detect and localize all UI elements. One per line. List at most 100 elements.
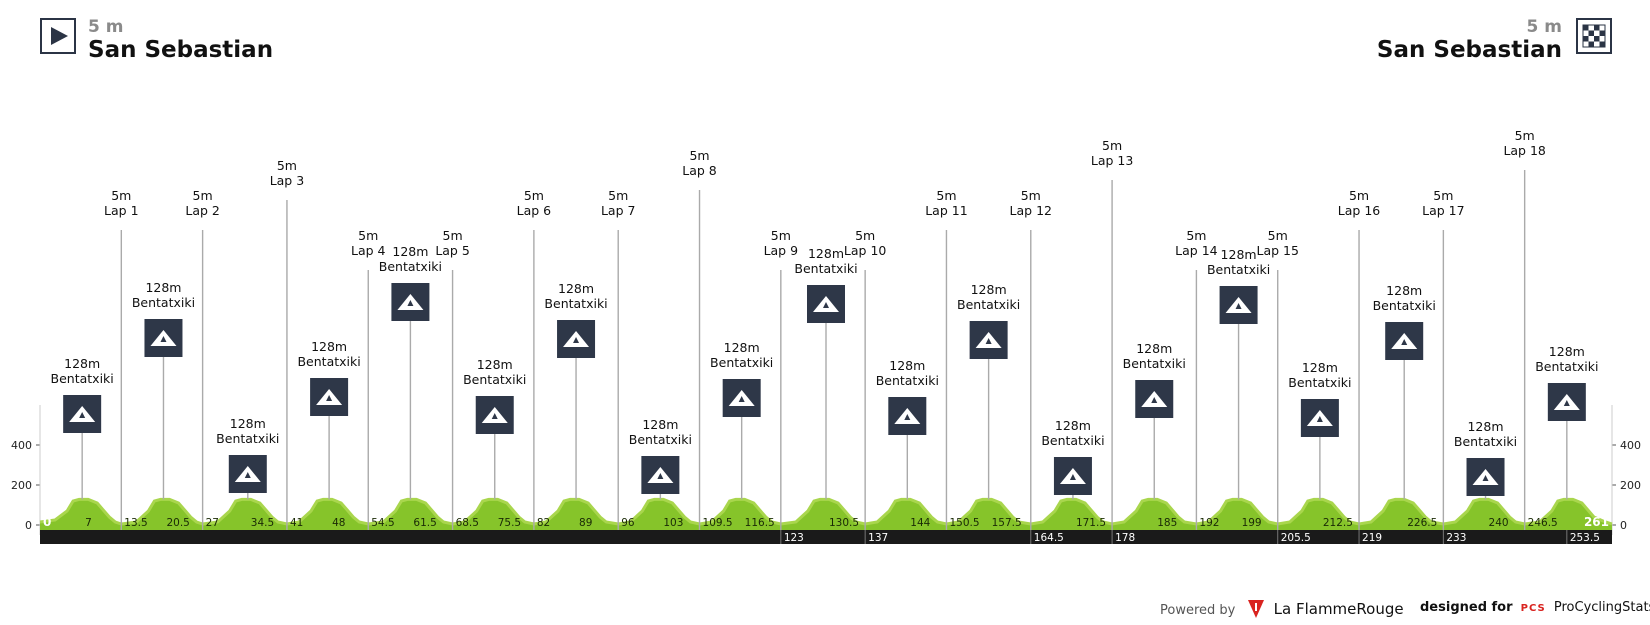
km-label-top: 185	[1157, 517, 1177, 529]
km-label-bottom: 253.5	[1570, 532, 1600, 544]
km-label-bottom: 233	[1446, 532, 1466, 544]
pcs-logo-icon: PCS	[1520, 603, 1546, 614]
lap-marker-altitude: 5m	[1021, 188, 1041, 203]
km-label-top: 261	[1584, 515, 1609, 529]
climb-name: Bentatxiki	[710, 355, 773, 370]
climb-name: Bentatxiki	[216, 431, 279, 446]
lap-marker-altitude: 5m	[1102, 138, 1122, 153]
flamme-rouge-logo-icon	[1247, 600, 1264, 618]
mountain-icon-peak	[160, 336, 167, 342]
lap-marker-label: Lap 1	[104, 203, 139, 218]
km-label-top: 144	[910, 517, 930, 529]
climb-name: Bentatxiki	[876, 373, 939, 388]
km-label-top: 96	[621, 517, 635, 529]
km-label-top: 212.5	[1323, 517, 1353, 529]
y-tick-label-left: 200	[11, 479, 32, 492]
mountain-icon-peak	[491, 413, 498, 419]
km-label-bottom: 178	[1115, 532, 1135, 544]
lap-marker-altitude: 5m	[855, 228, 875, 243]
km-label-top: 246.5	[1528, 517, 1558, 529]
lap-marker-label: Lap 4	[351, 243, 386, 258]
climb-name: Bentatxiki	[957, 297, 1020, 312]
lap-marker-label: Lap 3	[270, 173, 305, 188]
checkered-flag-icon	[1576, 18, 1612, 54]
lap-marker-label: Lap 11	[925, 203, 967, 218]
lap-marker-label: Lap 7	[601, 203, 636, 218]
km-label-bottom: 219	[1362, 532, 1382, 544]
mountain-icon-peak	[326, 395, 333, 401]
km-label-top: 150.5	[949, 517, 979, 529]
km-label-bottom: 164.5	[1034, 532, 1064, 544]
mountain-icon-peak	[1401, 339, 1408, 345]
designed-for-brand: ProCyclingStats	[1553, 600, 1650, 615]
km-label-top: 171.5	[1076, 517, 1106, 529]
lap-marker-altitude: 5m	[936, 188, 956, 203]
km-label-bottom: 123	[784, 532, 804, 544]
km-label-top: 41	[290, 517, 303, 529]
lap-marker-altitude: 5m	[608, 188, 628, 203]
climb-altitude: 128m	[889, 358, 925, 373]
lap-marker-label: Lap 15	[1256, 243, 1298, 258]
km-label-top: 226.5	[1407, 517, 1437, 529]
lap-marker-label: Lap 2	[185, 203, 220, 218]
climb-name: Bentatxiki	[1123, 356, 1186, 371]
km-label-top: 7	[85, 517, 92, 529]
y-tick-label-right: 200	[1620, 479, 1641, 492]
climb-altitude: 128m	[1386, 283, 1422, 298]
km-label-top: 192	[1199, 517, 1219, 529]
mountain-icon-peak	[407, 300, 414, 306]
lap-marker-altitude: 5m	[277, 158, 297, 173]
km-label-top: 240	[1489, 517, 1509, 529]
lap-marker-altitude: 5m	[443, 228, 463, 243]
profile-area	[40, 499, 1612, 530]
mountain-icon-peak	[1235, 303, 1242, 309]
start-location: San Sebastian	[88, 37, 274, 63]
finish-location: San Sebastian	[1376, 37, 1562, 63]
mountain-icon-peak	[1482, 475, 1489, 481]
climb-altitude: 128m	[642, 417, 678, 432]
lap-marker-altitude: 5m	[689, 148, 709, 163]
mountain-icon-peak	[1563, 400, 1570, 406]
climb-altitude: 128m	[392, 244, 428, 259]
designed-for-label: designed for	[1420, 600, 1513, 615]
climb-name: Bentatxiki	[1041, 433, 1104, 448]
powered-by-label: Powered by	[1160, 603, 1236, 618]
lap-marker-altitude: 5m	[1433, 188, 1453, 203]
climb-altitude: 128m	[311, 339, 347, 354]
climb-name: Bentatxiki	[297, 354, 360, 369]
km-label-top: 20.5	[166, 517, 189, 529]
lap-marker-altitude: 5m	[193, 188, 213, 203]
mountain-icon-peak	[823, 302, 829, 308]
lap-marker-label: Lap 6	[517, 203, 552, 218]
km-label-top: 48	[332, 517, 345, 529]
lap-marker-altitude: 5m	[524, 188, 544, 203]
y-tick-label-left: 0	[25, 519, 32, 532]
lap-marker-label: Lap 17	[1422, 203, 1464, 218]
mountain-icon-peak	[657, 473, 664, 479]
climb-name: Bentatxiki	[1535, 359, 1598, 374]
climb-altitude: 128m	[230, 416, 266, 431]
climb-altitude: 128m	[145, 280, 181, 295]
lap-marker-altitude: 5m	[771, 228, 791, 243]
km-label-top: 157.5	[992, 517, 1022, 529]
climb-name: Bentatxiki	[794, 261, 857, 276]
lap-marker-altitude: 5m	[1186, 228, 1206, 243]
mountain-icon-peak	[738, 396, 745, 402]
lap-marker-label: Lap 13	[1091, 153, 1133, 168]
lap-marker-label: Lap 12	[1010, 203, 1052, 218]
climb-altitude: 128m	[1221, 247, 1257, 262]
y-tick-label-right: 400	[1620, 439, 1641, 452]
climb-altitude: 128m	[64, 356, 100, 371]
km-label-top: 34.5	[251, 517, 274, 529]
km-label-top: 27	[206, 517, 219, 529]
climb-altitude: 128m	[558, 281, 594, 296]
km-label-top: 82	[537, 517, 550, 529]
climb-altitude: 128m	[1549, 344, 1585, 359]
climb-name: Bentatxiki	[629, 432, 692, 447]
climb-name: Bentatxiki	[544, 296, 607, 311]
distance-ruler	[40, 530, 1612, 544]
mountain-icon-peak	[985, 338, 992, 344]
lap-marker-label: Lap 10	[844, 243, 886, 258]
lap-marker-label: Lap 5	[435, 243, 470, 258]
